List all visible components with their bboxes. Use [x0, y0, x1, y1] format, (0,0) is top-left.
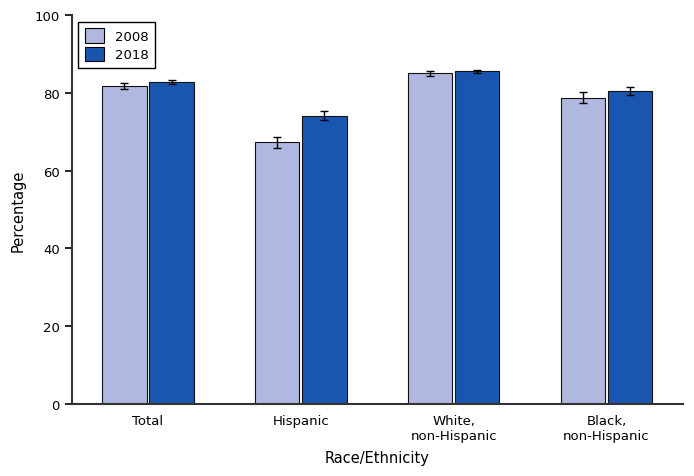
- Bar: [608, 92, 652, 404]
- Bar: [408, 74, 452, 404]
- Bar: [455, 72, 500, 404]
- X-axis label: Race/Ethnicity: Race/Ethnicity: [325, 450, 430, 465]
- Bar: [149, 83, 194, 404]
- Bar: [255, 143, 299, 404]
- Legend: 2008, 2018: 2008, 2018: [78, 23, 155, 69]
- Bar: [302, 117, 346, 404]
- Bar: [102, 87, 146, 404]
- Bar: [561, 99, 605, 404]
- Y-axis label: Percentage: Percentage: [11, 169, 26, 251]
